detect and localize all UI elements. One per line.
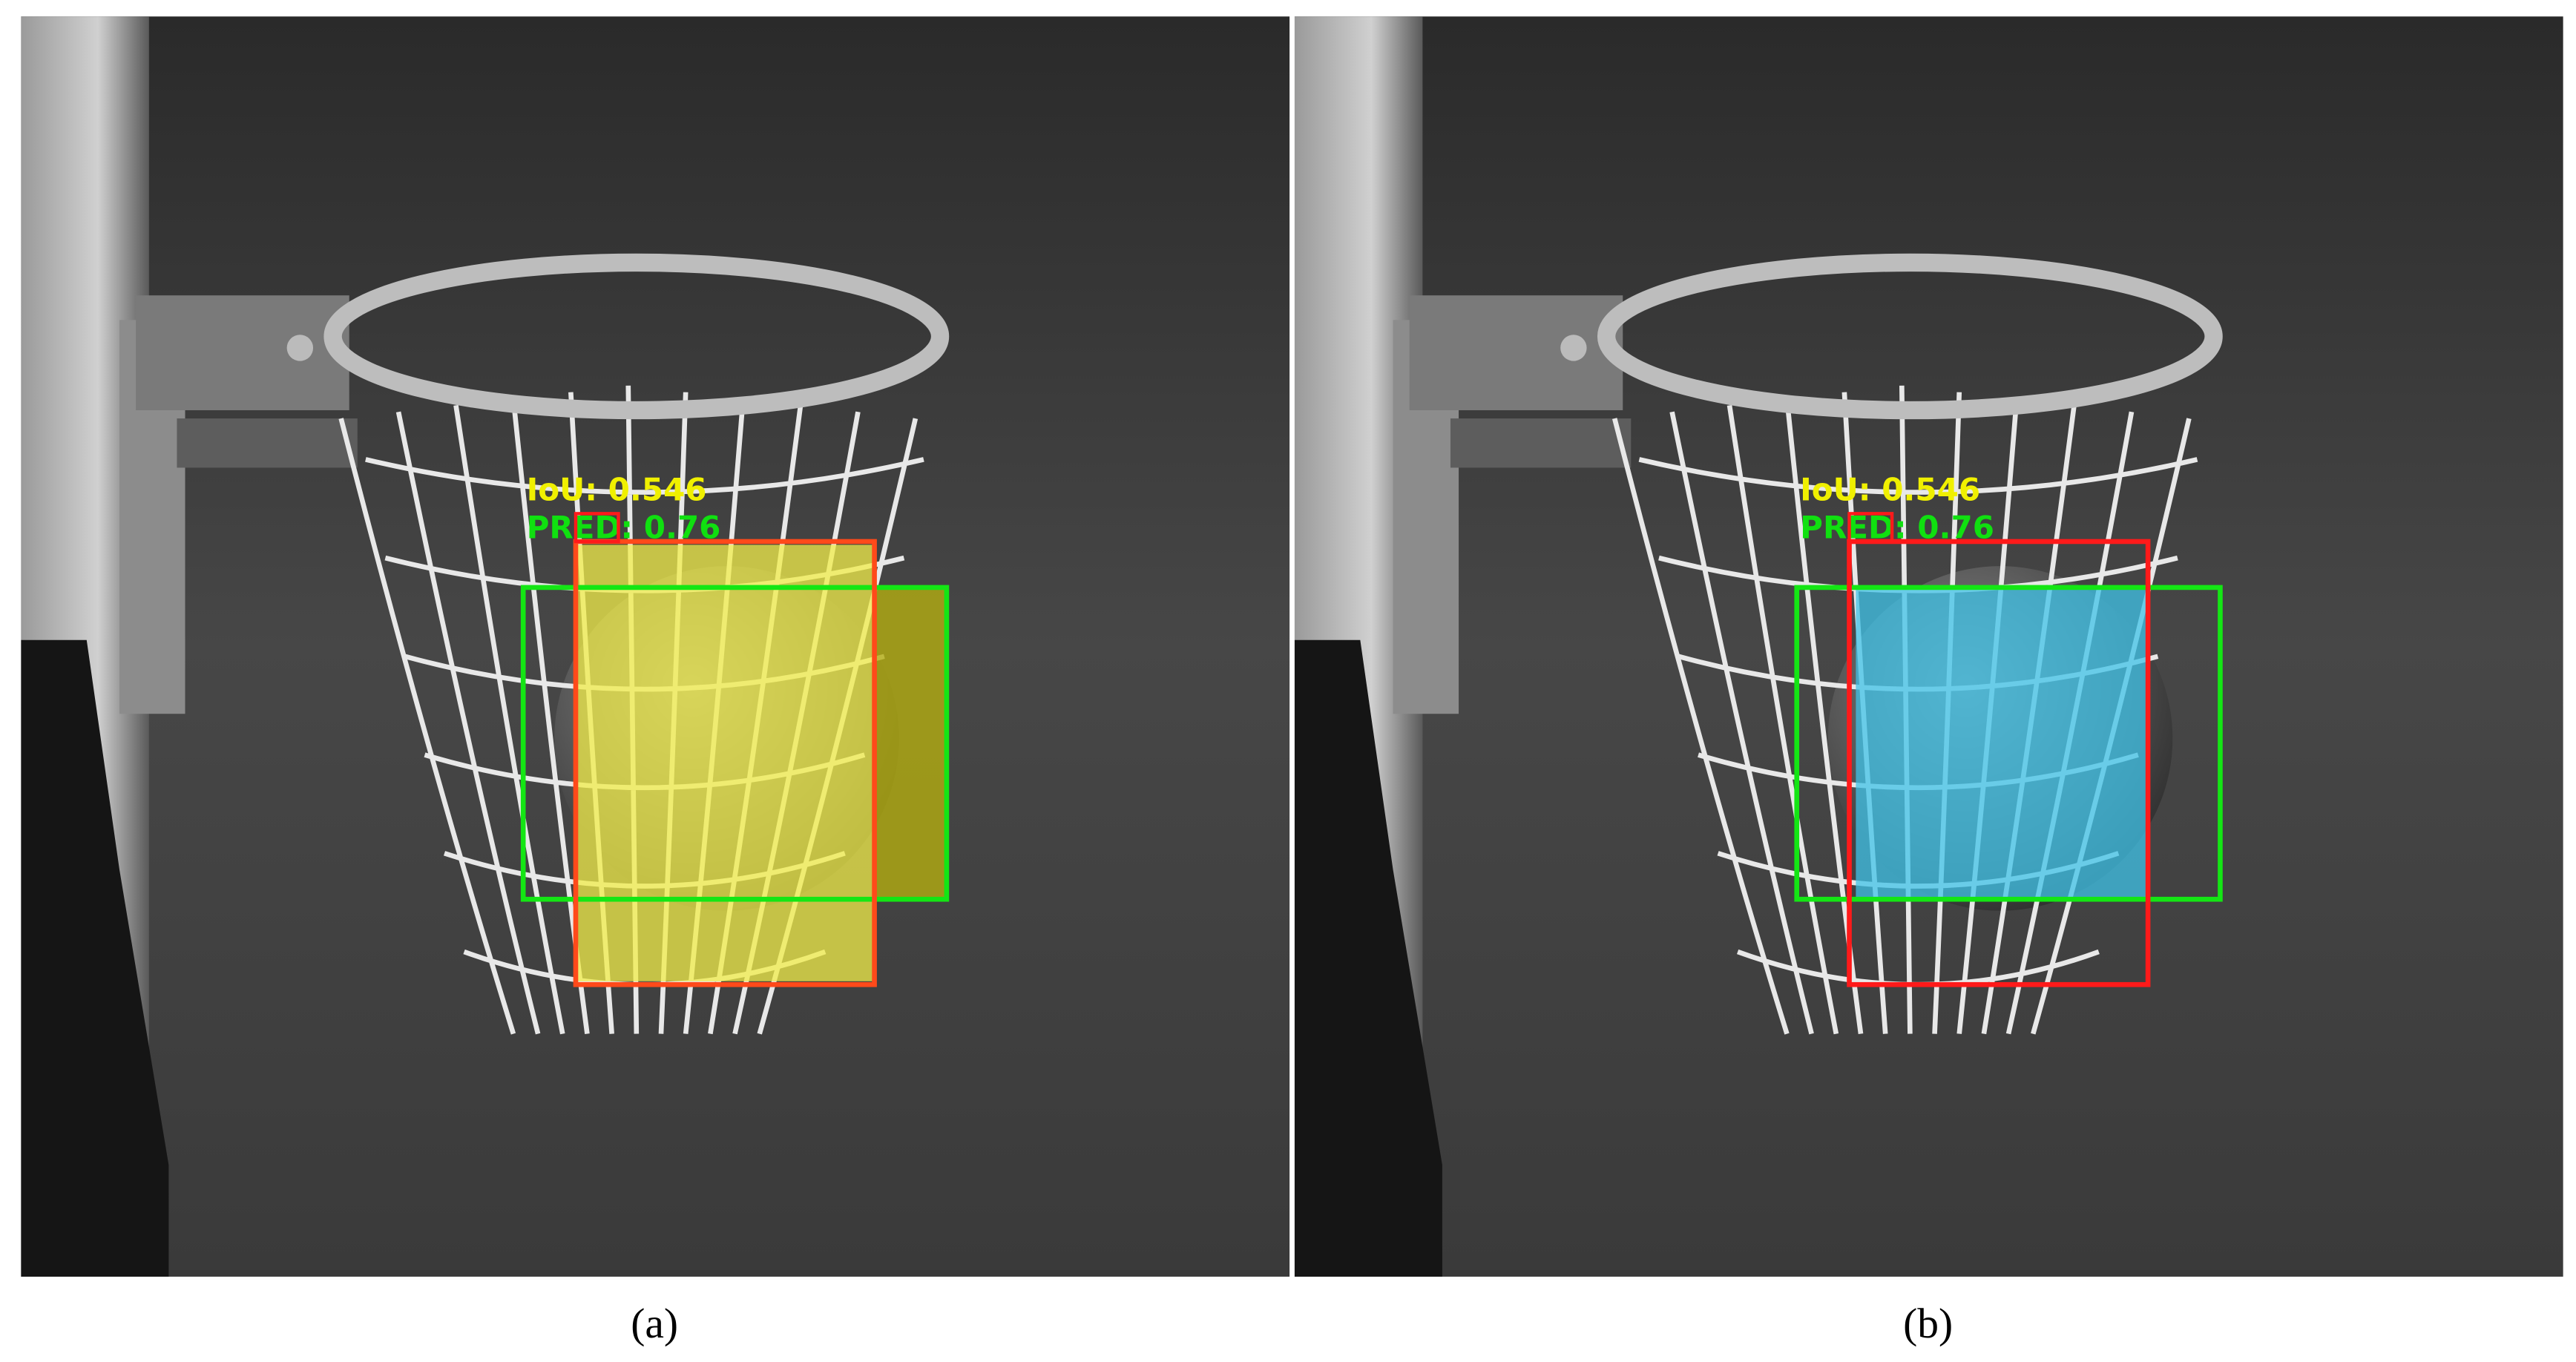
pred-label: PRED: 0.76 (527, 510, 721, 546)
caption: (b) (1903, 1300, 1953, 1347)
iou-label: IoU: 0.546 (527, 472, 707, 508)
mask-overlay (575, 545, 875, 981)
bolt (1560, 335, 1587, 361)
bolt (286, 335, 314, 361)
backboard-pad (21, 639, 169, 1277)
backboard-pad (1294, 639, 1442, 1277)
rim (1597, 253, 2223, 420)
pred-label: PRED: 0.76 (1800, 510, 1994, 546)
gt-box (573, 539, 877, 987)
arm (1409, 295, 1623, 411)
arm (136, 295, 349, 411)
mask-overlay (874, 587, 947, 900)
mask-overlay (1856, 587, 2149, 900)
iou-label: IoU: 0.546 (1800, 472, 1980, 508)
pred-box (1794, 585, 2223, 902)
gt-tag (1847, 512, 1894, 544)
pred-box (520, 585, 950, 902)
rim (323, 253, 950, 420)
gt-box (1847, 539, 2151, 987)
arm-lower (1450, 418, 1632, 468)
gt-tag (574, 512, 620, 544)
caption: (a) (631, 1300, 678, 1347)
arm-lower (177, 418, 358, 468)
